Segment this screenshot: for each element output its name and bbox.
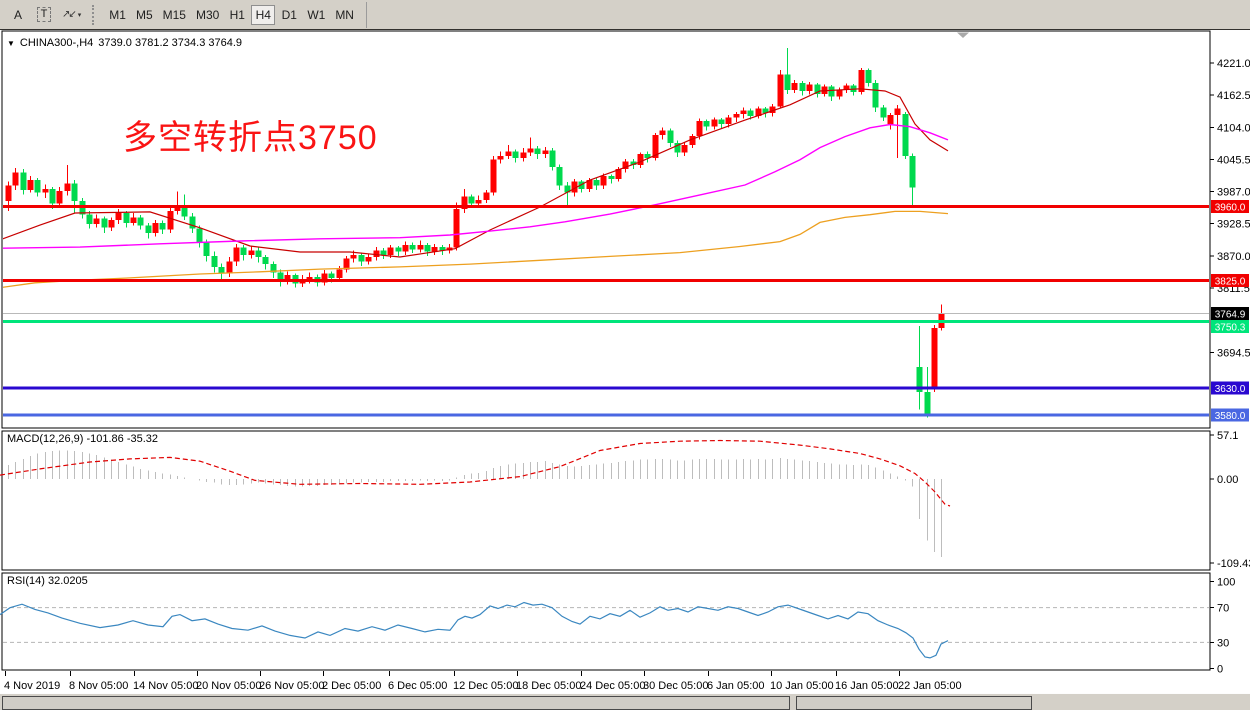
- date-axis-label: 8 Nov 05:00: [69, 680, 128, 692]
- tool-button-a[interactable]: A: [13, 7, 22, 22]
- timeframe-button-m5[interactable]: M5: [135, 7, 153, 22]
- rsi-panel-border: [1, 572, 1211, 671]
- rsi-line: [0, 601, 949, 659]
- date-axis-label: 6 Jan 05:00: [707, 680, 765, 692]
- date-axis-label: 10 Jan 05:00: [770, 680, 834, 692]
- price-axis-label: 3928.5: [1217, 219, 1250, 231]
- macd-histogram: [8, 450, 942, 558]
- price-badge-3750.3: [1211, 320, 1249, 334]
- price-badge-3960.0: [1211, 199, 1249, 213]
- price-axis-label: 3870.0: [1217, 251, 1250, 263]
- timeframe-button-w1[interactable]: W1: [307, 7, 326, 22]
- text-tool-icon: T: [36, 7, 52, 22]
- date-axis-label: 14 Nov 05:00: [133, 680, 198, 692]
- macd-signal-line: [0, 439, 951, 507]
- date-axis-label: 22 Jan 05:00: [898, 680, 962, 692]
- symbol-dropdown-icon[interactable]: ▼: [7, 38, 15, 48]
- current-price-badge: [1211, 307, 1249, 321]
- macd-axis-label: 0.00: [1217, 474, 1238, 486]
- price-badge-3960.0-text: 3960.0: [1215, 202, 1246, 213]
- minimized-windows-bar: [0, 693, 1250, 710]
- macd-axis-label: 57.1: [1217, 430, 1238, 442]
- timeframe-button-mn[interactable]: MN: [335, 7, 354, 22]
- ma-slow-orange[interactable]: [0, 210, 949, 288]
- timeframe-button-d1[interactable]: D1: [281, 7, 297, 22]
- date-axis-label: 20 Nov 05:00: [196, 680, 261, 692]
- date-axis-label: 12 Dec 05:00: [453, 680, 518, 692]
- price-axis-label: 4162.5: [1217, 90, 1250, 102]
- price-badge-3630.0: [1211, 381, 1249, 395]
- price-badge-3580.0-text: 3580.0: [1215, 411, 1246, 422]
- ma-mid-magenta[interactable]: [0, 123, 949, 249]
- price-badge-3630.0-text: 3630.0: [1215, 384, 1246, 395]
- candles: [0, 48, 949, 418]
- timeframe-button-h4[interactable]: H4: [251, 4, 276, 25]
- macd-indicator-label: MACD(12,26,9) -101.86 -35.32: [7, 433, 159, 445]
- timeframe-button-m15[interactable]: M15: [162, 7, 186, 22]
- toolbar-drag-grip[interactable]: [92, 4, 97, 25]
- macd-axis-label: -109.43: [1217, 558, 1250, 570]
- timeframe-button-h1[interactable]: H1: [229, 7, 245, 22]
- timeframe-button-m1[interactable]: M1: [109, 7, 126, 22]
- tool-button-cycles[interactable]: ↗↙ ▾: [58, 5, 85, 25]
- symbol-ohlc-values: 3739.0 3781.2 3734.3 3764.9: [98, 37, 243, 49]
- price-axis-label: 3694.5: [1217, 347, 1250, 359]
- symbol-name: CHINA300-,H4: [19, 37, 94, 49]
- date-axis-label: 26 Nov 05:00: [259, 680, 324, 692]
- price-axis-label: 4104.0: [1217, 122, 1250, 134]
- rsi-axis-label: 30: [1217, 637, 1229, 649]
- timeframe-button-m30[interactable]: M30: [195, 7, 220, 22]
- chart-canvas[interactable]: 4221.0 4162.5 4104.0 4045.5 3987.0 3928.5 3870…: [0, 30, 1250, 704]
- minimized-chart-tab[interactable]: [2, 696, 790, 710]
- main-panel-border: [1, 30, 1211, 429]
- date-axis-label: 2 Dec 05:00: [322, 680, 381, 692]
- minimized-chart-tab[interactable]: [796, 696, 1032, 710]
- price-badge-3750.3-text: 3750.3: [1215, 323, 1246, 334]
- chart-shift-marker[interactable]: [957, 32, 969, 39]
- toolbar: A T ↗↙ ▾ M1 M5 M15 M30 H1 H4 D1 W1 MN: [0, 0, 1250, 30]
- price-badge-3825.0: [1211, 274, 1249, 288]
- macd-panel-border: [1, 430, 1211, 571]
- rsi-axis-label: 0: [1217, 663, 1223, 675]
- ma-fast-red[interactable]: [0, 88, 949, 258]
- chart-symbol-title: ▼ CHINA300-,H4 3739.0 3781.2 3734.3 3764…: [7, 37, 242, 49]
- toolbar-separator: [365, 1, 367, 28]
- price-badge-3580.0: [1211, 408, 1249, 422]
- chart-text-annotation[interactable]: 多空转折点3750: [123, 119, 378, 157]
- price-axis-label: 4045.5: [1217, 154, 1250, 166]
- tool-button-t[interactable]: T: [32, 5, 56, 25]
- price-axis-label: 3987.0: [1217, 187, 1250, 199]
- diagonal-arrows-icon: ↗↙: [62, 9, 77, 20]
- date-axis-label: 24 Dec 05:00: [580, 680, 645, 692]
- date-axis-label: 18 Dec 05:00: [516, 680, 581, 692]
- rsi-axis-label: 100: [1217, 577, 1235, 589]
- rsi-axis-label: 70: [1217, 603, 1229, 615]
- price-axis-label: 4221.0: [1217, 58, 1250, 70]
- chevron-down-icon: ▾: [77, 11, 82, 19]
- date-axis-label: 16 Jan 05:00: [835, 680, 899, 692]
- date-axis-label: 4 Nov 2019: [4, 680, 60, 692]
- rsi-indicator-label: RSI(14) 32.0205: [7, 575, 88, 587]
- price-badge-3825.0-text: 3825.0: [1215, 277, 1246, 288]
- date-axis-label: 30 Dec 05:00: [643, 680, 708, 692]
- current-price-badge-text: 3764.9: [1215, 310, 1246, 321]
- date-axis-label: 6 Dec 05:00: [388, 680, 447, 692]
